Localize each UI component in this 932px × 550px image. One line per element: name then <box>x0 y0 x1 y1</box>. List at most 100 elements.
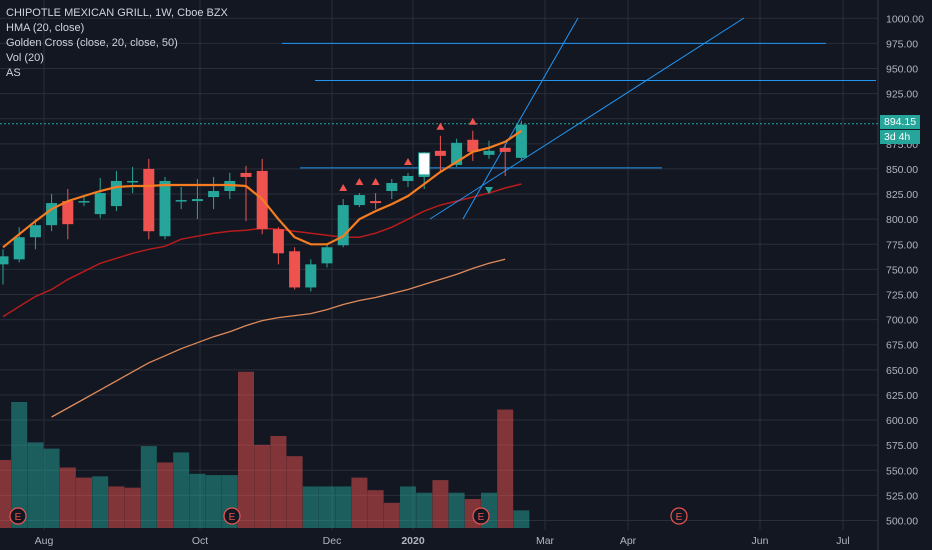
signal-up-marker <box>468 117 477 125</box>
volume-bar <box>92 476 109 528</box>
volume-bar <box>11 402 28 528</box>
candle-body <box>272 229 284 254</box>
volume-bar <box>173 452 190 528</box>
legend-indicator-volume[interactable]: Vol (20) <box>6 52 44 64</box>
candle-body <box>0 256 9 265</box>
volume-bar <box>59 467 76 528</box>
signal-up-marker <box>355 178 364 186</box>
candle-body <box>159 180 171 237</box>
grid-lines <box>0 0 878 530</box>
price-tick-label: 800.00 <box>886 214 918 226</box>
volume-bar <box>205 475 222 528</box>
price-tick-label: 975.00 <box>886 38 918 50</box>
candle-body <box>434 150 446 156</box>
volume-bar <box>416 492 433 528</box>
price-tick-label: 750.00 <box>886 264 918 276</box>
candle-body <box>386 182 398 192</box>
signal-up-marker <box>371 178 380 186</box>
candle-body <box>499 147 511 152</box>
volume-bar <box>319 486 335 528</box>
volume-bar <box>124 487 141 528</box>
earnings-icon <box>9 507 27 525</box>
candle-body <box>240 172 252 177</box>
volume-bar <box>367 490 384 528</box>
candle-body <box>305 264 317 288</box>
price-tick-label: 850.00 <box>886 164 918 176</box>
volume-bar <box>400 486 416 528</box>
volume-bar <box>43 448 60 528</box>
time-tick-label: Jul <box>836 535 849 547</box>
time-tick-label: Mar <box>536 535 555 547</box>
volume-bars <box>0 371 530 528</box>
bar-countdown-tag: 3d 4h <box>880 130 920 144</box>
legend-indicator-golden-cross[interactable]: Golden Cross (close, 20, close, 50) <box>6 37 178 49</box>
earnings-icon <box>223 507 241 525</box>
price-axis: 500.00 525.00 550.00 575.00 600.00 625.00 650.… <box>877 0 924 550</box>
last-price-tag: 894.15 <box>880 115 920 129</box>
volume-bar <box>497 409 514 528</box>
volume-bar <box>513 510 530 528</box>
signal-markers <box>339 117 493 195</box>
price-tick-label: 625.00 <box>886 390 918 402</box>
candle-body <box>353 195 365 206</box>
chart-legend: CHIPOTLE MEXICAN GRILL, 1W, Cboe BZX HMA… <box>6 6 228 81</box>
volume-bar <box>238 371 254 528</box>
volume-bar <box>140 446 157 528</box>
time-tick-label: 2020 <box>401 535 425 547</box>
candle-body <box>208 191 220 198</box>
trend-line <box>429 17 745 220</box>
candle-body <box>46 203 58 226</box>
volume-bar <box>189 473 206 528</box>
price-tick-label: 1000.00 <box>886 13 924 25</box>
time-axis: Aug Oct Dec 2020 Mar Apr Jun Jul <box>35 535 850 547</box>
candle-body <box>62 201 74 225</box>
signal-up-marker <box>339 184 348 192</box>
volume-bar <box>0 459 11 528</box>
volume-bar <box>302 486 319 528</box>
price-tick-label: 925.00 <box>886 89 918 101</box>
candle-body <box>143 168 155 232</box>
candle-body <box>370 201 382 204</box>
earnings-icon <box>472 507 490 525</box>
earnings-icon-label: E <box>478 512 485 523</box>
candle-body <box>13 237 25 260</box>
candle-body <box>29 225 41 238</box>
volume-bar <box>254 444 271 528</box>
volume-bar <box>383 502 400 528</box>
candle-body <box>451 142 463 165</box>
volume-bar <box>335 486 352 528</box>
candle-body <box>110 180 122 207</box>
trend-lines <box>429 17 745 220</box>
ma50-line <box>51 258 506 418</box>
time-tick-label: Dec <box>323 535 342 547</box>
time-tick-label: Apr <box>620 535 637 547</box>
price-tick-label: 650.00 <box>886 365 918 377</box>
earnings-icon <box>670 507 688 525</box>
candle-body <box>467 139 479 152</box>
price-tick-label: 700.00 <box>886 315 918 327</box>
price-tick-label: 775.00 <box>886 239 918 251</box>
volume-bar <box>108 486 125 528</box>
signal-up-marker <box>436 122 445 130</box>
price-tick-label: 950.00 <box>886 63 918 75</box>
volume-bar <box>76 477 92 528</box>
candle-body <box>94 193 106 215</box>
volume-bar <box>157 462 173 528</box>
price-tick-label: 575.00 <box>886 440 918 452</box>
legend-indicator-as[interactable]: AS <box>6 67 21 79</box>
hma-line <box>2 129 523 249</box>
candle-body <box>337 205 349 246</box>
candle-body <box>321 247 333 264</box>
candle-body <box>515 124 527 158</box>
legend-indicator-hma[interactable]: HMA (20, close) <box>6 22 85 34</box>
volume-bar <box>448 492 465 528</box>
volume-bar <box>286 456 303 528</box>
legend-title: CHIPOTLE MEXICAN GRILL, 1W, Cboe BZX <box>6 7 228 19</box>
volume-bar <box>432 480 449 528</box>
price-tick-label: 550.00 <box>886 465 918 477</box>
price-tick-label: 825.00 <box>886 189 918 201</box>
earnings-icon-label: E <box>229 512 236 523</box>
